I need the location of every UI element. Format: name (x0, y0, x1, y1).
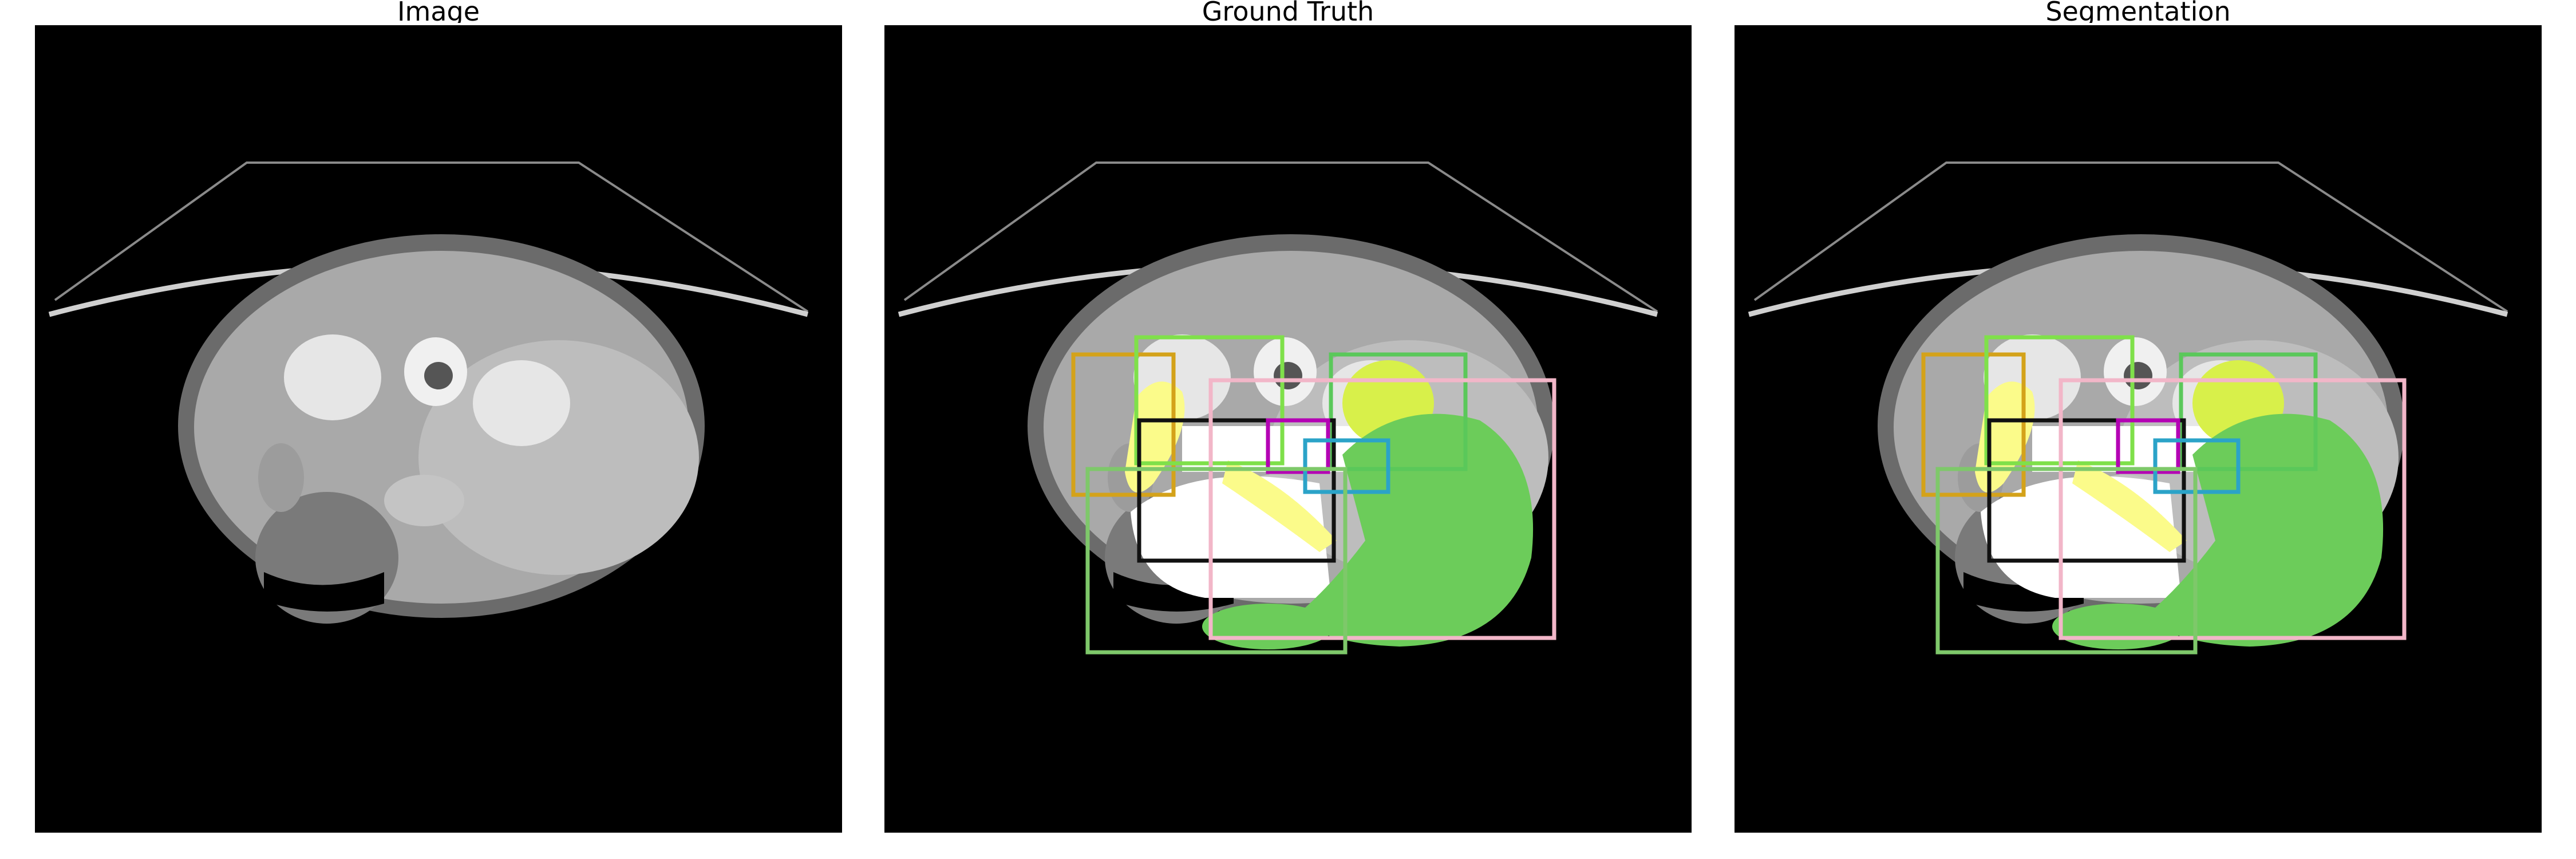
mask-liver (1297, 413, 1534, 647)
kidney-right (473, 360, 570, 446)
box-spleen (1071, 352, 1176, 497)
panel-title: Ground Truth (1202, 0, 1374, 23)
scanner-table-top (54, 161, 809, 313)
box-vessel (1266, 418, 1330, 474)
box-vessel (2116, 418, 2180, 474)
ct-scan-ground-truth (884, 25, 1692, 833)
mask-pancreas (1222, 460, 1337, 552)
bowel-loop (258, 443, 304, 512)
panel-image: Image (35, 0, 842, 833)
spinal-canal (1274, 362, 1302, 389)
stomach-air (264, 572, 384, 612)
box-stomach (1935, 467, 2198, 655)
panel-segmentation: Segmentation (1735, 0, 2542, 833)
pancreas (384, 475, 464, 526)
kidney-left (284, 334, 381, 420)
scanner-table-top (903, 161, 1658, 313)
ct-scan-segmentation (1735, 25, 2542, 833)
scanner-table-top (1753, 161, 2508, 313)
spinal-canal (424, 362, 453, 389)
panel-title: Image (397, 0, 480, 23)
box-right-kidney (1329, 352, 1468, 471)
mask-colon (1202, 604, 1334, 649)
mask-colon (2052, 604, 2184, 649)
box-right-kidney (2179, 352, 2318, 471)
panel-title: Segmentation (2045, 0, 2231, 23)
mask-liver (2147, 413, 2384, 647)
panel-ground-truth: Ground Truth (884, 0, 1692, 833)
box-spleen (1921, 352, 2026, 497)
box-liver (2059, 378, 2407, 640)
spinal-canal (2124, 362, 2152, 389)
box-stomach (1085, 467, 1348, 655)
box-liver (1208, 378, 1556, 640)
ct-scan-image (35, 25, 842, 833)
mask-pancreas (2072, 460, 2187, 552)
